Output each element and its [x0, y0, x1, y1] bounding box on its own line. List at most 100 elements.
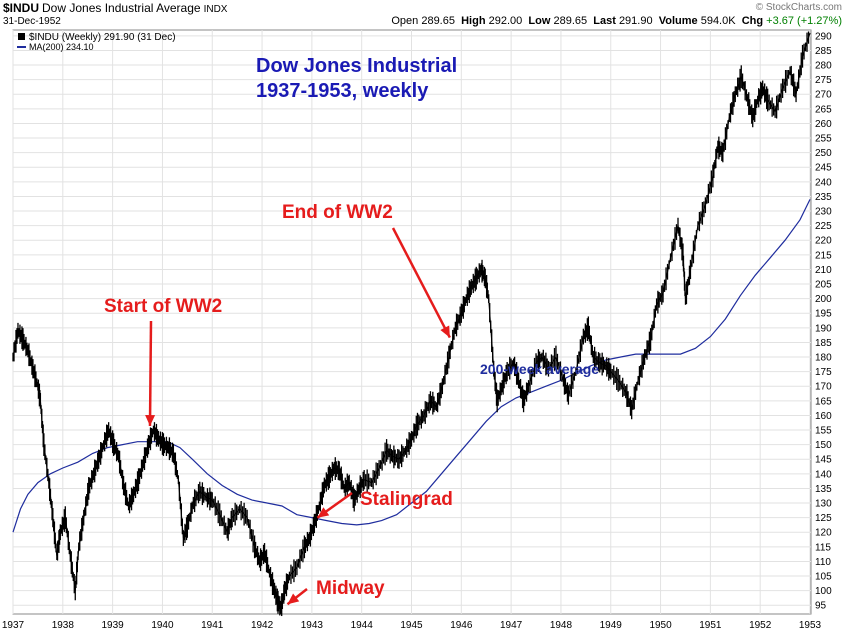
y-tick-label: 230 — [815, 207, 832, 218]
x-axis-ticks: 1937 1938 1939 1940 1941 1942 1943 1944 1945 1946… — [2, 620, 822, 631]
y-tick-label: 150 — [815, 440, 832, 451]
arrow-end-ww2 — [391, 227, 451, 339]
volume-value: 594.0K — [700, 15, 736, 27]
legend-price: $INDU (Weekly) 291.90 (31 Dec) — [29, 32, 176, 43]
y-tick-label: 110 — [815, 557, 831, 568]
x-tick-label: 1948 — [550, 620, 573, 631]
symbol: $INDU — [3, 1, 40, 15]
index-name: Dow Jones Industrial Average — [42, 1, 201, 15]
y-tick-label: 195 — [815, 309, 832, 320]
y-tick-label: 125 — [815, 513, 832, 524]
y-tick-label: 255 — [815, 134, 832, 145]
annotation-start-ww2: Start of WW2 — [104, 296, 222, 317]
y-tick-label: 165 — [815, 396, 832, 407]
x-tick-label: 1939 — [102, 620, 125, 631]
y-tick-label: 95 — [815, 601, 827, 612]
legend-price-swatch — [18, 33, 25, 40]
y-tick-label: 205 — [815, 280, 832, 291]
chart-title: Dow Jones Industrial 1937-1953, weekly — [256, 55, 457, 102]
x-tick-label: 1953 — [799, 620, 822, 631]
arrow-midway-head — [287, 593, 300, 605]
x-tick-label: 1947 — [500, 620, 523, 631]
annotation-end-ww2: End of WW2 — [282, 202, 393, 223]
symbol-line: $INDU Dow Jones Industrial Average INDX — [3, 1, 227, 15]
x-tick-label: 1941 — [201, 620, 224, 631]
x-tick-label: 1946 — [450, 620, 473, 631]
y-tick-label: 290 — [815, 31, 832, 42]
last-label: Last — [593, 15, 616, 27]
x-tick-label: 1937 — [2, 620, 25, 631]
x-tick-label: 1944 — [351, 620, 374, 631]
x-tick-label: 1940 — [151, 620, 174, 631]
y-tick-label: 220 — [815, 236, 832, 247]
y-tick-label: 280 — [815, 61, 832, 72]
y-tick-label: 155 — [815, 426, 832, 437]
chg-value: +3.67 (+1.27%) — [766, 15, 842, 27]
chart-header: $INDU Dow Jones Industrial Average INDX 31… — [0, 0, 850, 30]
y-tick-label: 285 — [815, 46, 832, 57]
arrow-stalingrad-head — [317, 507, 330, 518]
y-axis-ticks: 95 100 105 110 115 120 125 130 135 140 145 150 155 16… — [815, 31, 832, 611]
legend-ma: MA(200) 234.10 — [29, 42, 94, 52]
y-tick-label: 225 — [815, 221, 832, 232]
y-tick-label: 115 — [815, 542, 831, 553]
credit: © StockCharts.com — [755, 2, 842, 13]
chg-label: Chg — [741, 15, 764, 27]
x-tick-label: 1945 — [400, 620, 423, 631]
y-tick-label: 170 — [815, 382, 832, 393]
arrow-start-ww2 — [148, 320, 153, 427]
y-tick-label: 200 — [815, 294, 832, 305]
legend: $INDU (Weekly) 291.90 (31 Dec) MA(200) 2… — [17, 32, 176, 52]
y-tick-label: 105 — [815, 572, 832, 583]
y-tick-label: 190 — [815, 323, 832, 334]
annotation-stalingrad: Stalingrad — [360, 489, 453, 510]
low-label: Low — [528, 15, 551, 27]
y-tick-label: 140 — [815, 469, 832, 480]
high-value: 292.00 — [488, 15, 523, 27]
volume-label: Volume — [658, 15, 698, 27]
arrow-start-ww2-head — [145, 414, 156, 427]
open-label: Open — [391, 15, 419, 27]
x-tick-label: 1949 — [600, 620, 623, 631]
y-tick-label: 240 — [815, 177, 832, 188]
x-tick-label: 1951 — [699, 620, 722, 631]
y-tick-label: 275 — [815, 75, 832, 86]
y-tick-label: 215 — [815, 250, 832, 261]
low-value: 289.65 — [553, 15, 588, 27]
y-tick-label: 175 — [815, 367, 832, 378]
y-tick-label: 130 — [815, 499, 832, 510]
y-tick-label: 185 — [815, 338, 832, 349]
y-tick-label: 260 — [815, 119, 832, 130]
quote-date: 31-Dec-1952 — [3, 16, 61, 27]
chart-title-line: 1937-1953, weekly — [256, 80, 429, 102]
annotations: Start of WW2 End of WW2 200-week average St… — [104, 202, 599, 606]
y-tick-label: 235 — [815, 192, 832, 203]
price-line — [12, 32, 811, 610]
exchange: INDX — [203, 4, 228, 15]
y-tick-label: 245 — [815, 163, 832, 174]
y-tick-label: 270 — [815, 90, 832, 101]
quote-bar: Open 289.65 High 292.00 Low 289.65 Last … — [391, 15, 842, 27]
y-tick-label: 250 — [815, 148, 832, 159]
y-tick-label: 100 — [815, 586, 832, 597]
annotation-200-week-average: 200-week average — [480, 361, 599, 377]
open-value: 289.65 — [421, 15, 455, 27]
x-tick-label: 1938 — [52, 620, 75, 631]
last-value: 291.90 — [618, 15, 653, 27]
x-tick-label: 1942 — [251, 620, 274, 631]
chart-title-line: Dow Jones Industrial — [256, 55, 457, 77]
ma-200-line — [12, 199, 811, 533]
y-tick-label: 265 — [815, 104, 832, 115]
x-tick-label: 1950 — [649, 620, 672, 631]
x-tick-label: 1952 — [749, 620, 772, 631]
x-tick-label: 1943 — [301, 620, 324, 631]
y-tick-label: 210 — [815, 265, 832, 276]
high-label: High — [461, 15, 486, 27]
y-tick-label: 135 — [815, 484, 832, 495]
annotation-midway: Midway — [316, 578, 385, 599]
y-tick-label: 180 — [815, 353, 832, 364]
arrow-end-ww2-head — [440, 325, 450, 338]
y-tick-label: 160 — [815, 411, 832, 422]
y-tick-label: 145 — [815, 455, 832, 466]
